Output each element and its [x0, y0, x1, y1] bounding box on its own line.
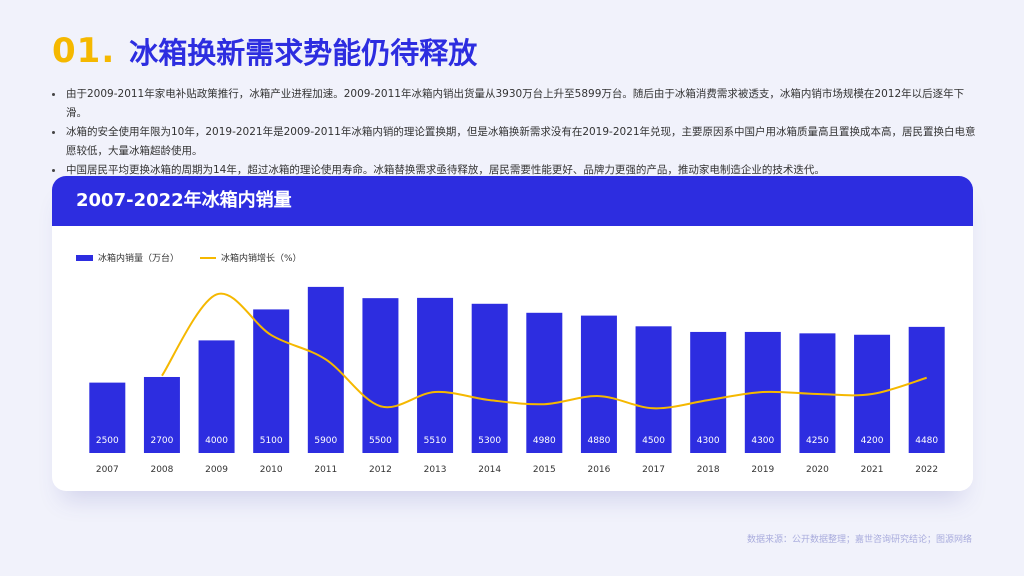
bar-value-label: 4480 [915, 436, 938, 446]
bar-value-label: 4250 [806, 436, 829, 446]
bullet-list: 由于2009-2011年家电补贴政策推行，冰箱产业进程加速。2009-2011年… [52, 85, 977, 180]
bar [690, 331, 727, 453]
bar-value-label: 4300 [697, 436, 720, 446]
x-tick-label: 2011 [314, 465, 337, 475]
bar-value-label: 5900 [314, 436, 337, 446]
bar [580, 315, 617, 453]
bar-value-label: 2700 [150, 436, 173, 446]
x-tick-label: 2014 [478, 465, 501, 475]
page-title: 冰箱换新需求势能仍待释放 [129, 36, 478, 70]
page-header: 01. 冰箱换新需求势能仍待释放 [52, 28, 477, 74]
bullet-item: 中国居民平均更换冰箱的周期为14年，超过冰箱的理论使用寿命。冰箱替换需求亟待释放… [52, 161, 977, 180]
x-tick-label: 2020 [806, 465, 829, 475]
legend-swatch-bar [76, 255, 93, 261]
bar [417, 297, 454, 453]
bar-value-label: 4500 [642, 436, 665, 446]
bar [908, 326, 945, 453]
bar-value-label: 5300 [478, 436, 501, 446]
bar-value-label: 4880 [587, 436, 610, 446]
x-tick-label: 2018 [697, 465, 720, 475]
x-tick-label: 2008 [150, 465, 173, 475]
data-source: 数据来源：公开数据整理；嘉世咨询研究结论；图源网络 [746, 535, 972, 545]
bar-value-label: 4300 [751, 436, 774, 446]
bar [253, 309, 290, 453]
bar [198, 340, 235, 453]
section-number: 01. [52, 31, 116, 71]
bullet-item: 由于2009-2011年家电补贴政策推行，冰箱产业进程加速。2009-2011年… [52, 85, 977, 123]
legend-label-bar: 冰箱内销量（万台） [98, 252, 179, 264]
bar [526, 312, 563, 453]
bar-value-label: 5100 [260, 436, 283, 446]
bar-value-label: 4980 [533, 436, 556, 446]
x-tick-label: 2017 [642, 465, 665, 475]
x-tick-label: 2021 [861, 465, 884, 475]
x-tick-label: 2015 [533, 465, 556, 475]
growth-line [161, 292, 927, 410]
bar-value-label: 5510 [424, 436, 447, 446]
x-tick-label: 2009 [205, 465, 228, 475]
bar-value-label: 2500 [96, 436, 119, 446]
bullet-item: 冰箱的安全使用年限为10年，2019-2021年是2009-2011年冰箱内销的… [52, 123, 977, 161]
legend-label-line: 冰箱内销增长（%） [221, 252, 302, 264]
x-tick-label: 2022 [915, 465, 938, 475]
chart-card-header: 2007-2022年冰箱内销量 [52, 176, 973, 226]
bar-value-label: 5500 [369, 436, 392, 446]
chart-card: 2007-2022年冰箱内销量 冰箱内销量（万台） 冰箱内销增长（%） 2500 20… [52, 176, 973, 491]
bar [635, 326, 672, 453]
x-tick-label: 2019 [751, 465, 774, 475]
x-tick-label: 2007 [96, 465, 119, 475]
bar-value-label: 4200 [861, 436, 884, 446]
bar [143, 376, 180, 453]
bar [362, 298, 399, 453]
x-tick-label: 2012 [369, 465, 392, 475]
chart-title: 2007-2022年冰箱内销量 [76, 190, 292, 211]
bar-value-label: 4000 [205, 436, 228, 446]
x-tick-label: 2013 [424, 465, 447, 475]
chart-area: 冰箱内销量（万台） 冰箱内销增长（%） 2500 2007 2700 2008 4000 20… [66, 226, 973, 491]
bar [471, 303, 508, 453]
x-tick-label: 2016 [587, 465, 610, 475]
x-tick-label: 2010 [260, 465, 283, 475]
bar [89, 382, 126, 453]
chart-svg: 冰箱内销量（万台） 冰箱内销增长（%） 2500 2007 2700 2008 4000 20… [76, 252, 945, 475]
